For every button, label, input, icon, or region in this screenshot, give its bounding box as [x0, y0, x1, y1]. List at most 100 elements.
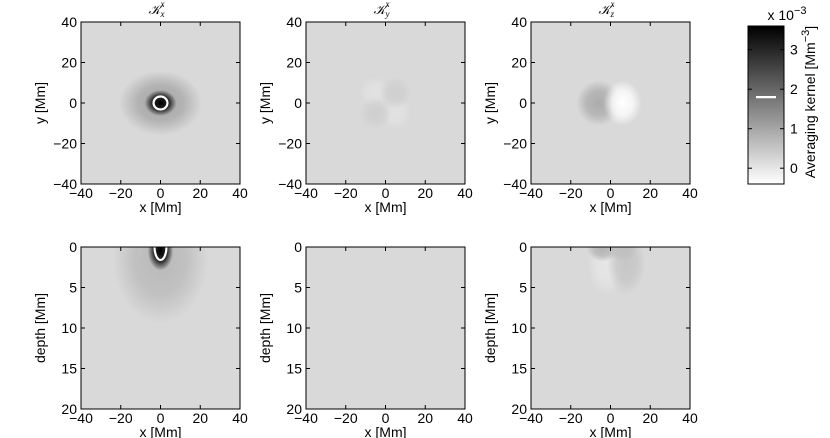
kernel-blob — [379, 76, 412, 110]
y-tick-label: 5 — [519, 280, 527, 296]
y-tick-label: 0 — [69, 239, 77, 255]
kernel-blob — [607, 247, 646, 296]
x-tick-label: −20 — [559, 185, 583, 201]
panel-Kz_xy: −40 −20 0 20 40 40 20 0 −20 −40 x [Mm] y [Mm] 𝒦 zx — [482, 0, 698, 215]
panel-title-subscript: y — [385, 9, 390, 19]
colorbar-tick-label: 0 — [790, 160, 798, 176]
colorbar-tick-label: 2 — [790, 81, 798, 97]
x-tick-label: 0 — [607, 185, 615, 201]
y-tick-label: 15 — [286, 361, 302, 377]
colorbar-gradient — [748, 26, 784, 184]
x-tick-label: 40 — [457, 185, 473, 201]
panel-title: 𝒦 — [373, 2, 389, 17]
y-tick-label: 40 — [511, 14, 527, 30]
kernel-blob — [359, 96, 392, 130]
panel-Kz_xz: −40 −20 0 20 40 0 5 10 15 20 x [Mm] depth [Mm] — [482, 239, 698, 438]
y-tick-label: 20 — [286, 55, 302, 71]
colorbar-label: Averaging kernel [Mm−3] — [800, 26, 818, 178]
colorbar-frame — [747, 25, 785, 185]
y-tick-label: 0 — [69, 95, 77, 111]
y-tick-label: 10 — [286, 320, 302, 336]
y-tick-label: 15 — [511, 361, 527, 377]
x-tick-label: 20 — [192, 185, 208, 201]
x-tick-label: 0 — [157, 410, 165, 426]
y-tick-label: 20 — [286, 401, 302, 417]
y-tick-label: 20 — [61, 55, 77, 71]
panel-title-subscript: x — [160, 9, 165, 19]
kernel-blob — [603, 80, 642, 126]
x-axis-label: x [Mm] — [365, 199, 407, 215]
x-tick-label: 20 — [417, 410, 433, 426]
colorbar-tick-label: 1 — [790, 121, 798, 137]
x-tick-label: −20 — [334, 185, 358, 201]
y-tick-label: 20 — [511, 401, 527, 417]
panel-title-superscript: x — [610, 0, 615, 9]
x-tick-label: 20 — [417, 185, 433, 201]
kernel-blob — [606, 247, 639, 262]
x-tick-label: −20 — [109, 410, 133, 426]
x-tick-label: 0 — [607, 410, 615, 426]
contour-line — [152, 95, 169, 111]
x-tick-label: −40 — [519, 185, 543, 201]
y-tick-label: −40 — [278, 176, 302, 192]
x-axis-label: x [Mm] — [590, 424, 632, 438]
x-axis-label: x [Mm] — [140, 424, 182, 438]
x-tick-label: 40 — [457, 410, 473, 426]
panel-background — [306, 247, 465, 409]
x-axis-label: x [Mm] — [365, 424, 407, 438]
y-tick-label: 10 — [61, 320, 77, 336]
x-tick-label: 0 — [382, 410, 390, 426]
colorbar: 3 2 1 0 x 10−3 Averaging kernel [Mm−3] — [747, 5, 818, 185]
y-tick-label: 10 — [511, 320, 527, 336]
y-axis-label: y [Mm] — [257, 82, 273, 124]
x-tick-label: −40 — [294, 185, 318, 201]
y-tick-label: 0 — [294, 95, 302, 111]
kernel-blob — [144, 90, 177, 116]
x-tick-label: 40 — [682, 410, 698, 426]
kernel-blob — [112, 247, 209, 324]
x-tick-label: −20 — [334, 410, 358, 426]
x-tick-label: −40 — [294, 410, 318, 426]
contour-line — [153, 247, 168, 262]
y-tick-label: 0 — [519, 95, 527, 111]
y-tick-label: 0 — [294, 239, 302, 255]
panel-Ky_xz: −40 −20 0 20 40 0 5 10 15 20 x [Mm] depth [Mm] — [257, 239, 473, 438]
y-axis-label: y [Mm] — [32, 82, 48, 124]
x-tick-label: −40 — [69, 185, 93, 201]
x-tick-label: −40 — [69, 410, 93, 426]
panel-Kx_xz: −40 −20 0 20 40 0 5 10 15 20 x [Mm] depth [Mm] — [32, 239, 248, 438]
panel-title-superscript: x — [385, 0, 390, 9]
y-axis-label: depth [Mm] — [32, 293, 48, 363]
y-tick-label: 5 — [69, 280, 77, 296]
x-tick-label: 20 — [642, 185, 658, 201]
kernel-blob — [147, 247, 174, 271]
panel-title-superscript: x — [160, 0, 165, 9]
x-tick-label: 40 — [682, 185, 698, 201]
x-tick-label: 0 — [157, 185, 165, 201]
panel-title: 𝒦 — [598, 2, 614, 17]
y-tick-label: −20 — [53, 136, 77, 152]
y-axis-label: depth [Mm] — [257, 293, 273, 363]
y-tick-label: 40 — [286, 14, 302, 30]
x-tick-label: 20 — [642, 410, 658, 426]
x-axis-label: x [Mm] — [140, 199, 182, 215]
y-tick-label: 40 — [61, 14, 77, 30]
x-tick-label: −40 — [519, 410, 543, 426]
y-tick-label: −20 — [278, 136, 302, 152]
y-tick-label: 5 — [294, 280, 302, 296]
y-tick-label: −20 — [503, 136, 527, 152]
colorbar-multiplier: x 10−3 — [767, 5, 806, 23]
x-axis-label: x [Mm] — [590, 199, 632, 215]
x-tick-label: 0 — [382, 185, 390, 201]
panel-Kx_xy: −40 −20 0 20 40 40 20 0 −20 −40 x [Mm] y [Mm] 𝒦 xx — [32, 0, 248, 215]
y-tick-label: 20 — [61, 401, 77, 417]
x-tick-label: 20 — [192, 410, 208, 426]
y-tick-label: −40 — [53, 176, 77, 192]
y-tick-label: 15 — [61, 361, 77, 377]
y-axis-label: depth [Mm] — [482, 293, 498, 363]
y-axis-label: y [Mm] — [482, 82, 498, 124]
x-tick-label: 40 — [232, 410, 248, 426]
panel-title: 𝒦 — [148, 2, 164, 17]
